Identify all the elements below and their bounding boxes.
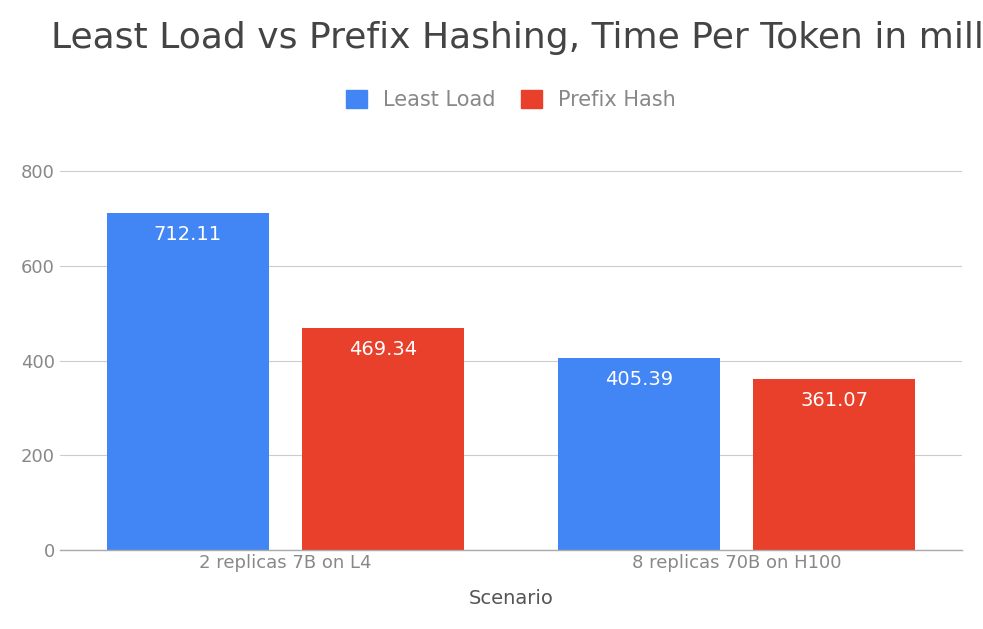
- Bar: [106, 213, 269, 550]
- X-axis label: Scenario: Scenario: [469, 589, 553, 608]
- Text: 361.07: 361.07: [800, 391, 868, 409]
- Text: Least Load vs Prefix Hashing, Time Per Token in milliseconds: Least Load vs Prefix Hashing, Time Per T…: [51, 21, 983, 55]
- Bar: [753, 379, 915, 550]
- Text: 469.34: 469.34: [349, 340, 417, 359]
- Text: 712.11: 712.11: [153, 225, 222, 244]
- Text: 405.39: 405.39: [605, 370, 673, 389]
- Bar: [558, 358, 721, 550]
- Legend: Least Load, Prefix Hash: Least Load, Prefix Hash: [335, 79, 686, 121]
- Bar: [302, 328, 464, 550]
